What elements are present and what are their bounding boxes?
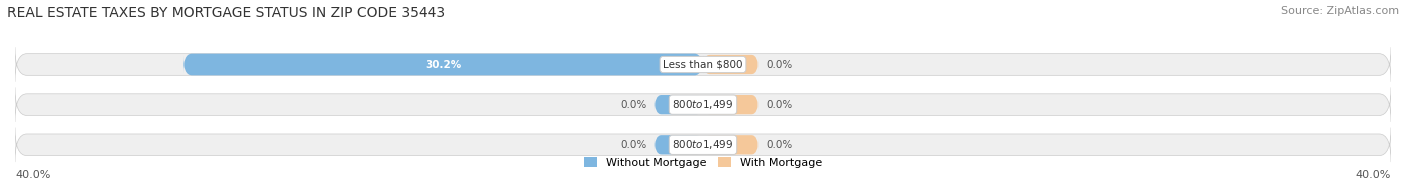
Text: 0.0%: 0.0% (620, 100, 647, 110)
FancyBboxPatch shape (703, 55, 758, 74)
FancyBboxPatch shape (703, 135, 758, 154)
Text: 0.0%: 0.0% (620, 140, 647, 150)
Text: $800 to $1,499: $800 to $1,499 (672, 138, 734, 151)
Text: Source: ZipAtlas.com: Source: ZipAtlas.com (1281, 6, 1399, 16)
Text: 0.0%: 0.0% (766, 59, 793, 69)
Text: 0.0%: 0.0% (766, 140, 793, 150)
FancyBboxPatch shape (703, 95, 758, 114)
FancyBboxPatch shape (15, 87, 1391, 122)
FancyBboxPatch shape (655, 95, 703, 114)
FancyBboxPatch shape (655, 135, 703, 154)
Text: REAL ESTATE TAXES BY MORTGAGE STATUS IN ZIP CODE 35443: REAL ESTATE TAXES BY MORTGAGE STATUS IN … (7, 6, 446, 20)
Text: 30.2%: 30.2% (425, 59, 461, 69)
Legend: Without Mortgage, With Mortgage: Without Mortgage, With Mortgage (579, 152, 827, 172)
Text: $800 to $1,499: $800 to $1,499 (672, 98, 734, 111)
FancyBboxPatch shape (183, 54, 703, 75)
Text: 40.0%: 40.0% (1355, 170, 1391, 180)
Text: Less than $800: Less than $800 (664, 59, 742, 69)
FancyBboxPatch shape (15, 128, 1391, 162)
Text: 40.0%: 40.0% (15, 170, 51, 180)
Text: 0.0%: 0.0% (766, 100, 793, 110)
FancyBboxPatch shape (15, 47, 1391, 82)
